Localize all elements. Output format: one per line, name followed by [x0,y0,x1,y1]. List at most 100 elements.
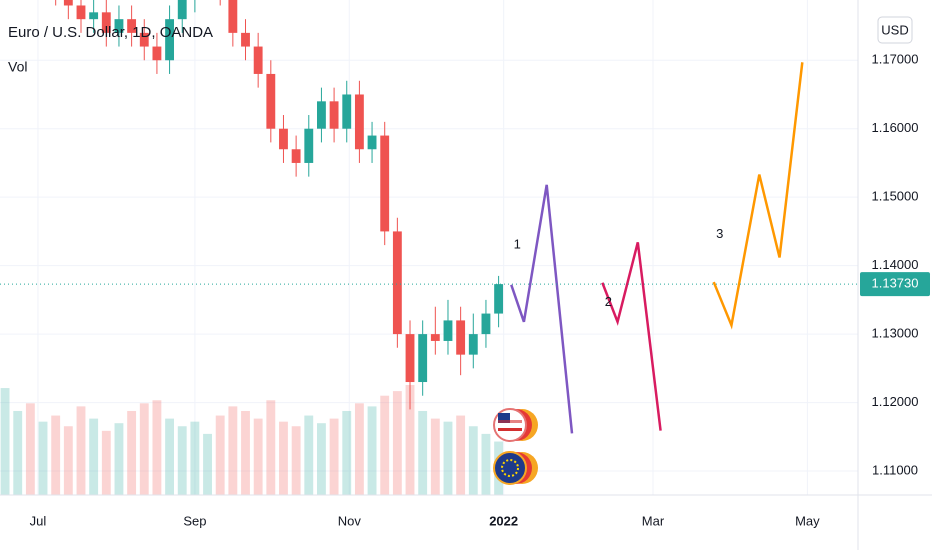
x-tick-label: 2022 [489,513,518,528]
candle-body [127,19,137,33]
candle-body [266,73,276,129]
volume-pane [0,385,504,495]
currency-button[interactable] [877,16,913,44]
volume-bar [228,406,238,495]
volume-bar [25,403,35,495]
volume-bar [405,385,415,495]
candle-body [291,149,301,163]
candle-body [317,101,326,129]
chart-title: Euro / U.S. Dollar, 1D, OANDA [8,24,213,41]
x-tick-label: May [795,513,820,528]
volume-bar [354,403,364,495]
volume-bar [63,426,73,495]
candle-body [177,0,187,20]
projection-label: 3 [716,226,723,241]
x-tick-label: Mar [642,513,665,528]
y-tick-label: 1.13000 [872,326,919,341]
last-price-label: 1.13730 [872,276,919,291]
candle-body [481,313,491,335]
y-tick-label: 1.11000 [872,462,918,477]
candle-body [279,128,288,150]
candle-body [405,334,415,383]
x-tick-label: Jul [30,513,47,528]
candle-body [418,334,428,383]
volume-bar [76,406,86,495]
candles [55,0,504,410]
axes: 1.11000 1.12000 1.13000 1.14000 1.15000 1.160… [30,52,919,529]
candle-body [63,0,73,6]
candle-body [114,19,124,33]
volume-bar [392,391,402,495]
candle-body [89,12,99,20]
volume-bar [13,410,23,495]
volume-bar [253,418,263,495]
candle-body [152,46,162,61]
candle-body [392,231,402,335]
candle-body [228,0,238,33]
volume-bar [51,415,61,495]
candle-body [253,46,263,74]
candle-body [304,128,314,163]
y-tick-label: 1.14000 [872,257,919,272]
volume-bar [215,415,225,495]
volume-bar [418,410,428,495]
volume-bar [139,403,149,495]
candle-body [76,5,86,20]
candle-body [430,334,440,341]
candle-body [354,94,364,150]
projection-label: 2 [605,294,612,309]
volume-bar [291,426,301,495]
volume-bar [430,418,440,495]
projection-line [510,184,574,434]
projections: 1 2 3 [510,62,804,434]
candle-body [367,135,377,150]
candle-body [380,135,390,232]
y-tick-label: 1.12000 [872,394,919,409]
y-tick-label: 1.15000 [872,189,919,204]
volume-bar [127,410,137,495]
volume-bar [481,433,491,495]
candle-body [139,32,149,47]
volume-bar [203,433,212,495]
volume-bar [101,430,111,495]
volume-bar [367,406,377,495]
x-tick-label: Nov [338,513,362,528]
volume-bar [0,388,10,495]
y-tick-label: 1.17000 [872,52,919,67]
volume-bar [114,423,124,495]
volume-bar [89,418,99,495]
volume-bar [38,421,48,495]
volume-bar [380,395,390,495]
candle-body [165,19,175,61]
flag-icons [493,408,538,485]
y-tick-label: 1.16000 [872,120,919,135]
candle-body [241,32,250,47]
candle-body [468,334,478,355]
volume-bar [279,421,288,495]
volume-bar [468,426,478,495]
volume-bar [266,400,276,495]
candle-body [456,320,466,355]
last-price-tag [860,272,930,297]
candle-body [342,94,352,129]
volume-bar [241,410,250,495]
projection-label: 1 [514,236,521,251]
candle-body [494,284,504,314]
volume-bar [152,400,162,495]
candle-body [101,12,111,33]
volume-bar [304,415,314,495]
candle-body [329,101,339,129]
volume-bar [342,410,352,495]
volume-bar [456,415,466,495]
projection-line [712,62,804,330]
x-tick-label: Sep [183,513,206,528]
currency-label[interactable]: USD [881,22,908,37]
candle-body [443,320,453,341]
volume-bar [329,418,339,495]
grid [0,0,858,495]
volume-bar [443,421,453,495]
indicator-label: Vol [8,59,27,75]
projection-line [601,242,662,431]
volume-bar [165,418,175,495]
